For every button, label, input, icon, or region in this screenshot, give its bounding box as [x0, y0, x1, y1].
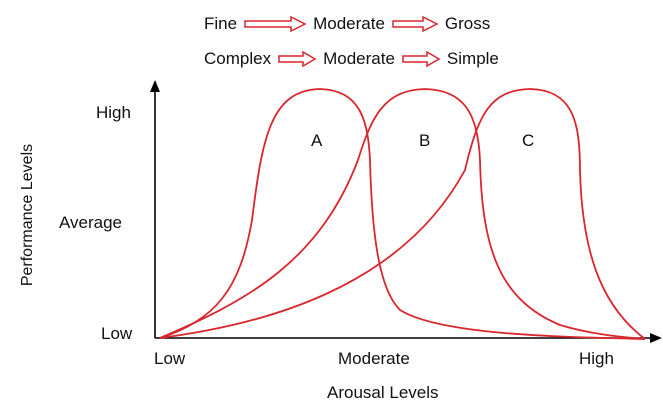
row2-item-moderate: Moderate	[323, 49, 395, 68]
curve-c	[159, 88, 646, 340]
right-arrow-icon	[243, 16, 307, 32]
row1-item-moderate: Moderate	[313, 14, 385, 33]
x-tick-moderate: Moderate	[338, 349, 410, 368]
task-complexity-row-2: Complex Moderate Simple	[204, 49, 499, 69]
row2-item-complex: Complex	[204, 49, 272, 68]
x-tick-high: High	[579, 349, 614, 368]
row2-item-simple: Simple	[446, 49, 499, 68]
x-tick-low: Low	[154, 349, 186, 368]
y-tick-high: High	[96, 103, 131, 122]
curve-b-label: B	[419, 131, 430, 150]
y-axis-arrowhead-icon	[150, 80, 160, 92]
curve-b	[159, 88, 646, 340]
y-tick-low: Low	[101, 324, 133, 343]
x-axis-title: Arousal Levels	[327, 383, 439, 402]
curve-a-label: A	[311, 131, 323, 150]
row1-item-gross: Gross	[444, 14, 491, 33]
y-axis-title: Performance Levels	[19, 143, 36, 287]
right-arrow-icon	[277, 51, 317, 67]
right-arrow-icon	[391, 16, 439, 32]
row1-item-fine: Fine	[204, 14, 238, 33]
y-tick-average: Average	[59, 213, 123, 232]
curve-a	[159, 88, 646, 340]
x-axis-arrowhead-icon	[650, 333, 662, 343]
task-complexity-row-1: Fine Moderate Gross	[204, 14, 490, 34]
right-arrow-icon	[401, 51, 441, 67]
curve-c-label: C	[522, 131, 534, 150]
